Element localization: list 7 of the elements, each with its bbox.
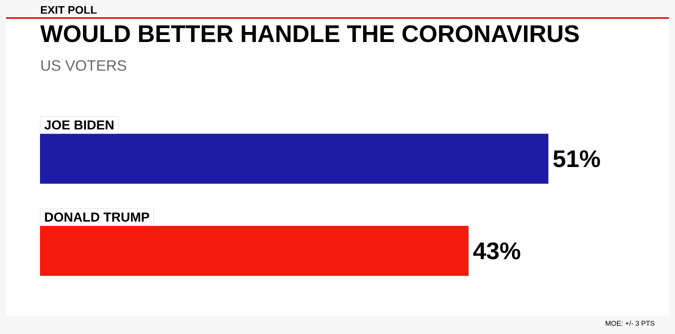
y-tick-label: JOE BIDEN <box>44 120 114 130</box>
y-tick-label: DONALD TRUMP <box>45 212 150 222</box>
data-label: 51% <box>553 150 600 168</box>
chart-title: WOULD BETTER HANDLE THE CORONAVIRUS <box>40 25 579 42</box>
data-label: 43% <box>473 242 520 260</box>
chart-subtitle: US VOTERS <box>41 60 126 71</box>
text: EXIT POLL <box>40 6 97 14</box>
